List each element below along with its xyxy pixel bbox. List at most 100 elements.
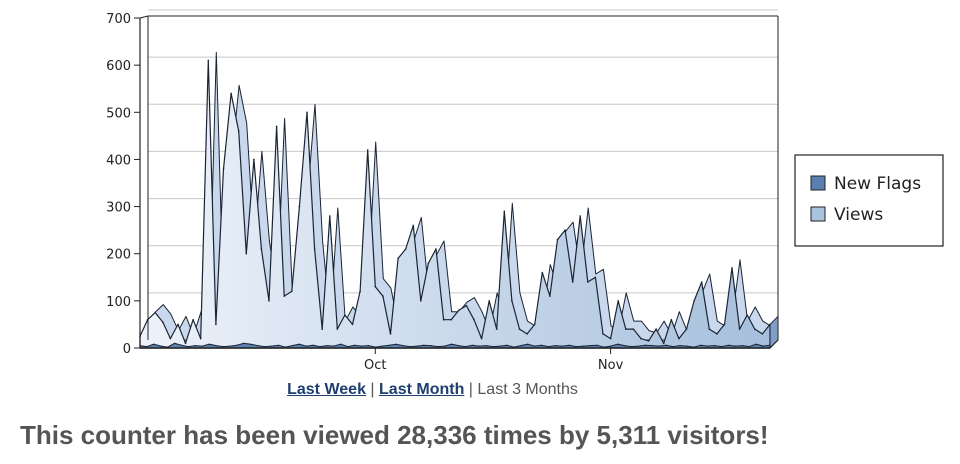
x-axis: Oct Nov <box>364 348 624 373</box>
last-month-link[interactable]: Last Month <box>379 381 465 398</box>
views-point <box>731 267 733 269</box>
new-flags-point <box>326 345 328 347</box>
new-flags-point <box>630 346 633 348</box>
views-point <box>746 314 748 316</box>
new-flags-point <box>180 344 183 346</box>
views-point <box>693 300 695 302</box>
new-flags-point <box>547 346 550 348</box>
new-flags-point <box>540 344 543 346</box>
new-flags-point <box>367 345 370 347</box>
views-point <box>754 328 756 330</box>
views-point <box>169 337 172 340</box>
views-point <box>245 252 248 255</box>
new-flags-point <box>665 344 667 346</box>
new-flags-point <box>291 345 293 347</box>
views-point <box>716 333 718 335</box>
views-point <box>533 323 536 326</box>
new-flags-point <box>354 344 356 346</box>
new-flags-point <box>596 344 598 346</box>
new-flags-point <box>478 345 480 347</box>
views-point <box>260 248 263 250</box>
wall-edge <box>139 15 149 19</box>
new-flags-point <box>610 345 612 347</box>
new-flags-point <box>340 343 342 345</box>
last-3-months-label: Last 3 Months <box>477 381 578 398</box>
new-flags-point <box>457 345 460 347</box>
views-point <box>207 59 210 62</box>
new-flags-point <box>347 346 349 348</box>
last-week-link[interactable]: Last Week <box>287 381 366 398</box>
new-flags-point <box>277 344 280 346</box>
legend-swatch-views <box>810 206 826 222</box>
views-point <box>298 205 301 208</box>
new-flags-point <box>485 345 487 347</box>
views-point <box>556 238 559 241</box>
views-point <box>283 295 286 297</box>
range-selector: Last Week | Last Month | Last 3 Months <box>0 381 865 399</box>
new-flags-point <box>437 346 439 348</box>
views-point <box>420 300 422 302</box>
new-flags-point <box>534 345 536 347</box>
legend-label-views: Views <box>834 205 883 225</box>
views-point <box>275 125 278 128</box>
new-flags-point <box>575 346 577 348</box>
views-point <box>761 333 764 335</box>
new-flags-point <box>381 345 383 347</box>
new-flags-point <box>741 345 743 347</box>
views-point <box>192 318 194 321</box>
views-point <box>329 215 331 217</box>
new-flags-point <box>651 345 653 347</box>
views-point <box>366 149 369 151</box>
views-point <box>617 300 619 302</box>
legend-swatch-new-flags <box>810 175 826 191</box>
x-tick-label: Oct <box>364 358 386 373</box>
views-point <box>268 300 270 302</box>
counter-summary: This counter has been viewed 28,336 time… <box>20 420 769 450</box>
y-tick-label: 100 <box>106 295 131 310</box>
views-point <box>442 318 445 321</box>
new-flags-point <box>561 345 563 347</box>
views-area-side <box>769 315 779 350</box>
views-point <box>480 337 483 340</box>
new-flags-point <box>686 345 688 347</box>
new-flags-point <box>720 346 723 348</box>
views-point <box>291 290 293 293</box>
views-point <box>177 323 179 326</box>
new-flags-point <box>644 344 647 346</box>
views-point <box>427 262 430 264</box>
views-point <box>306 111 308 114</box>
views-point <box>526 333 528 335</box>
new-flags-point <box>388 344 390 346</box>
new-flags-point <box>617 343 619 345</box>
views-point <box>579 215 581 217</box>
views-point <box>738 328 741 330</box>
new-flags-point <box>264 346 266 348</box>
new-flags-point <box>305 345 307 347</box>
views-point <box>678 337 680 340</box>
views-point <box>594 276 597 279</box>
y-tick-label: 200 <box>106 248 131 263</box>
y-tick-label: 400 <box>106 153 131 168</box>
new-flags-point <box>416 345 418 347</box>
plot-frame <box>139 15 779 349</box>
views-point <box>374 285 377 288</box>
views-point <box>458 309 460 312</box>
new-flags-point <box>298 343 300 345</box>
views-point <box>253 158 255 161</box>
views-point <box>571 281 574 283</box>
new-flags-point <box>208 343 210 345</box>
views-point <box>473 318 475 321</box>
views-point <box>662 342 665 345</box>
views-point <box>518 328 521 330</box>
new-flags-point <box>582 345 584 347</box>
views-point <box>685 328 688 330</box>
views-point <box>162 321 164 323</box>
new-flags-point <box>769 344 771 346</box>
new-flags-point <box>229 345 231 347</box>
new-flags-point <box>464 346 466 348</box>
new-flags-point <box>395 343 397 345</box>
new-flags-point <box>194 345 196 347</box>
views-point <box>351 323 354 326</box>
views-point <box>397 257 399 260</box>
views-point <box>655 328 657 330</box>
